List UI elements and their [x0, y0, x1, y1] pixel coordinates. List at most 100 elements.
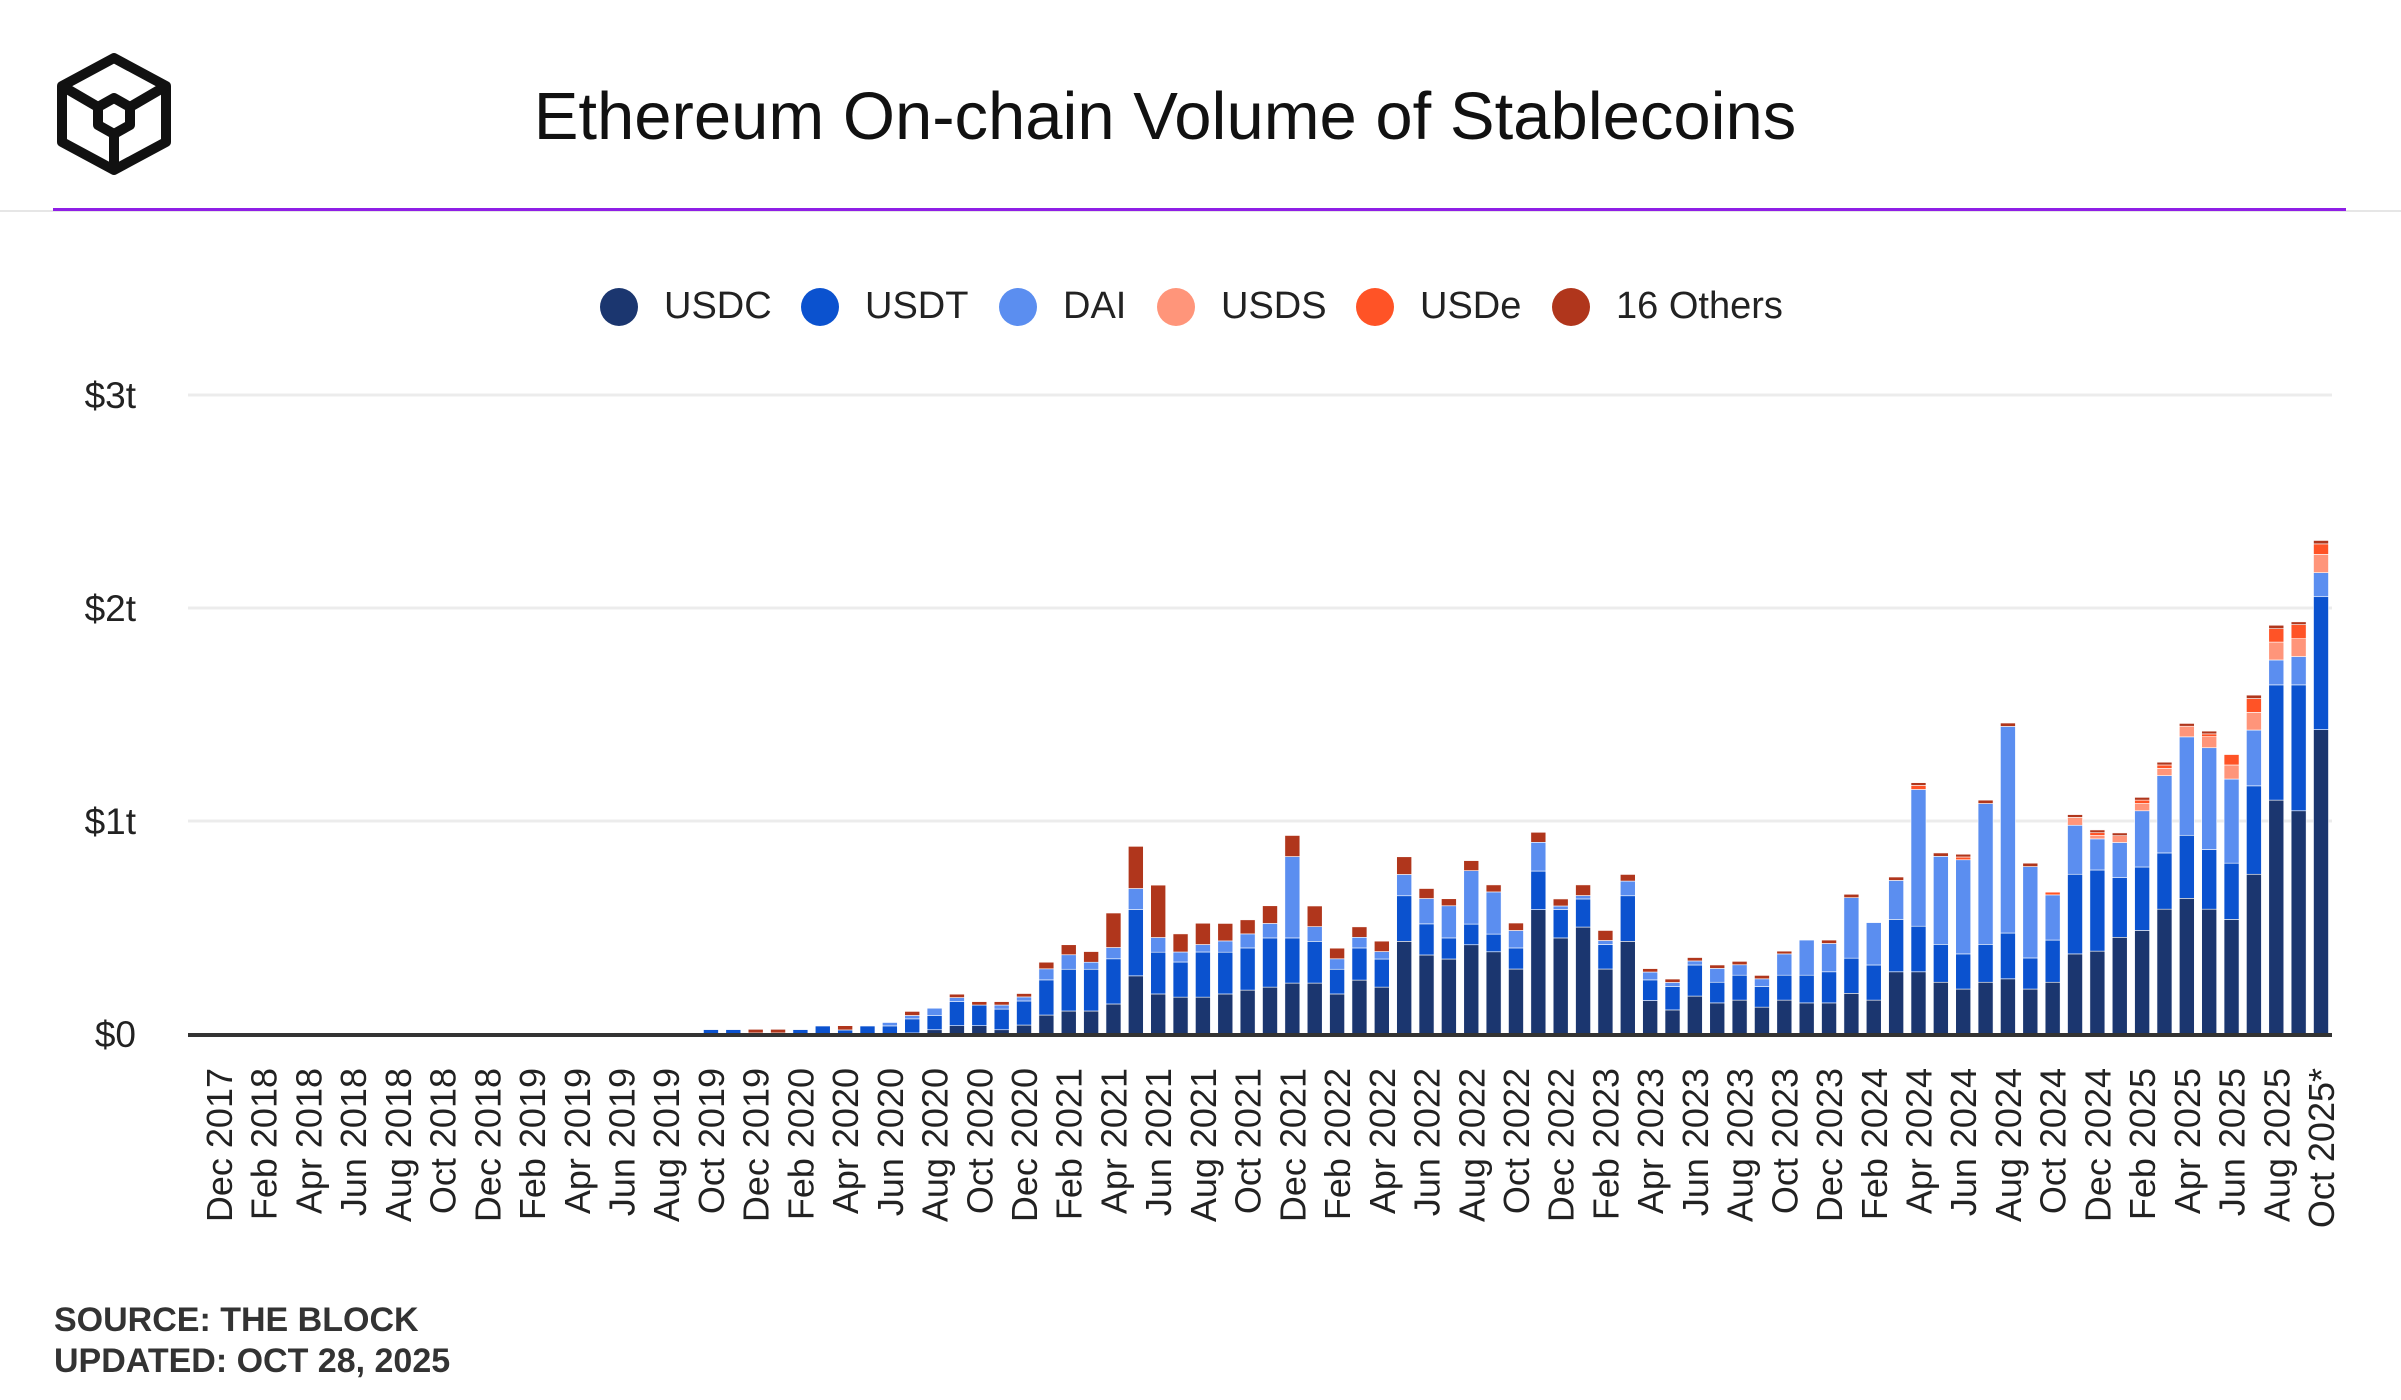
bar-segment-usde — [1910, 785, 1927, 790]
bar-segment-16-others — [2313, 540, 2329, 545]
x-tick-label: Apr 2024 — [1898, 1068, 1939, 1214]
bar-segment-usdt — [1731, 974, 1748, 1001]
bar-segment-dai — [1575, 895, 1591, 900]
bar-segment-usdt — [1016, 1000, 1032, 1026]
bar-segment-16-others — [1776, 950, 1793, 955]
bar-segment-dai — [2022, 866, 2039, 959]
bar-segment-usdt — [1552, 909, 1569, 939]
bar-segment-usde — [2089, 832, 2106, 836]
bar-segment-16-others — [1463, 860, 1480, 871]
bar-segment-16-others — [993, 1001, 1010, 1006]
bar-segment-dai — [1933, 856, 1949, 945]
bar-segment-16-others — [1552, 898, 1569, 907]
x-tick-label: Apr 2018 — [288, 1068, 329, 1214]
bar-segment-16-others — [2111, 832, 2128, 836]
bar-segment-usds — [2067, 817, 2083, 826]
legend-item-usdc[interactable]: USDC — [600, 285, 772, 328]
bar-segment-16-others — [1083, 951, 1099, 963]
bar-segment-dai — [1128, 888, 1144, 910]
bar-segment-dai — [1798, 939, 1815, 976]
bar-segment-usdc — [1105, 1003, 1122, 1035]
bar-segment-usdc — [1575, 926, 1591, 1035]
bar-segment-usdc — [949, 1025, 965, 1035]
bar-segment-16-others — [1284, 835, 1301, 857]
bar-segment-dai — [2089, 838, 2106, 871]
bar-segment-16-others — [1128, 846, 1144, 889]
bar-segment-usdc — [1060, 1010, 1077, 1035]
bar-segment-16-others — [1239, 919, 1256, 935]
bar-segment-dai — [1821, 943, 1837, 973]
source-text: SOURCE: THE BLOCK — [54, 1301, 419, 1339]
bar-segment-usdt — [1798, 974, 1815, 1004]
bar-segment-16-others — [971, 1001, 988, 1006]
bar-segment-dai — [1552, 905, 1569, 910]
x-tick-label: Dec 2021 — [1272, 1068, 1313, 1222]
bar-segment-usdt — [1888, 919, 1904, 973]
bar-segment-dai — [2246, 729, 2262, 787]
the-block-logo — [57, 53, 171, 175]
x-tick-label: Apr 2019 — [557, 1068, 598, 1214]
bar-segment-usdt — [1060, 968, 1077, 1012]
bar-segment-16-others — [1374, 940, 1390, 952]
x-tick-label: Dec 2023 — [1809, 1068, 1850, 1222]
legend-item-dai[interactable]: DAI — [999, 285, 1126, 328]
bar-segment-dai — [1619, 880, 1636, 897]
chart-title: Ethereum On-chain Volume of Stablecoins — [533, 79, 1797, 154]
bar-segment-16-others — [1172, 933, 1189, 953]
bar-segment-dai — [1955, 859, 1972, 955]
bar-segment-usdc — [1195, 996, 1211, 1035]
bar-segment-usdt — [1910, 925, 1927, 973]
bar-segment-16-others — [1351, 926, 1368, 938]
bar-segment-usdt — [1619, 895, 1636, 942]
bar-segment-usde — [2268, 628, 2285, 643]
legend-item-usds[interactable]: USDS — [1157, 285, 1327, 328]
bar-segment-16-others — [1664, 978, 1681, 983]
bar-segment-usdt — [2156, 852, 2173, 910]
x-tick-label: Oct 2018 — [423, 1068, 464, 1214]
x-tick-label: Apr 2023 — [1630, 1068, 1671, 1214]
bar-segment-usdt — [1709, 981, 1726, 1004]
legend-item-16-others[interactable]: 16 Others — [1552, 285, 1783, 328]
bar-segment-dai — [2223, 778, 2240, 864]
x-tick-label: Oct 2021 — [1228, 1068, 1269, 1214]
bar-segment-16-others — [1821, 939, 1837, 944]
bar-segment-usdc — [2179, 898, 2195, 1035]
bar-segment-usdc — [1217, 993, 1234, 1035]
bar-segment-16-others — [2268, 624, 2285, 629]
bar-segment-usdt — [1351, 947, 1368, 981]
bar-segment-usdt — [2223, 862, 2240, 920]
bar-segment-usde — [2201, 733, 2217, 737]
bar-segment-dai — [2290, 656, 2307, 686]
bar-segment-usde — [2246, 698, 2262, 713]
x-tick-label: Dec 2019 — [736, 1068, 777, 1222]
bar-segment-16-others — [2022, 862, 2039, 867]
bar-segment-dai — [1284, 856, 1301, 939]
bar-segment-dai — [2156, 775, 2173, 854]
bar-segment-dai — [1083, 961, 1099, 970]
legend-item-usde[interactable]: USDe — [1356, 285, 1521, 328]
bar-segment-usds — [2201, 736, 2217, 749]
bar-segment-dai — [1642, 971, 1658, 981]
bar-segment-usdt — [1754, 986, 1770, 1008]
bar-segment-usdt — [2134, 866, 2150, 931]
bar-segment-dai — [1418, 898, 1435, 925]
bar-segment-dai — [1597, 940, 1614, 945]
bar-segment-usde — [2223, 754, 2240, 766]
bar-segment-dai — [993, 1004, 1010, 1010]
bar-segment-dai — [1396, 874, 1412, 897]
bar-segment-16-others — [1329, 947, 1345, 960]
x-tick-label: Feb 2021 — [1049, 1068, 1090, 1220]
bar-segment-usdt — [1083, 968, 1099, 1012]
bar-segment-usdc — [1351, 979, 1368, 1035]
legend-item-usdt[interactable]: USDT — [801, 285, 968, 328]
source-note: SOURCE: THE BLOCK UPDATED: OCT 28, 2025 — [54, 1300, 450, 1382]
bar-segment-usds — [2290, 638, 2307, 657]
bar-segment-16-others — [1441, 898, 1457, 907]
bar-segment-dai — [2044, 894, 2061, 941]
bar-segment-dai — [949, 997, 965, 1002]
bar-segment-16-others — [1150, 884, 1166, 938]
x-tick-label: Jun 2020 — [870, 1068, 911, 1216]
bar-segment-usdc — [1664, 1009, 1681, 1035]
bar-segment-dai — [1888, 880, 1904, 920]
bar-segment-dai — [1508, 930, 1524, 949]
